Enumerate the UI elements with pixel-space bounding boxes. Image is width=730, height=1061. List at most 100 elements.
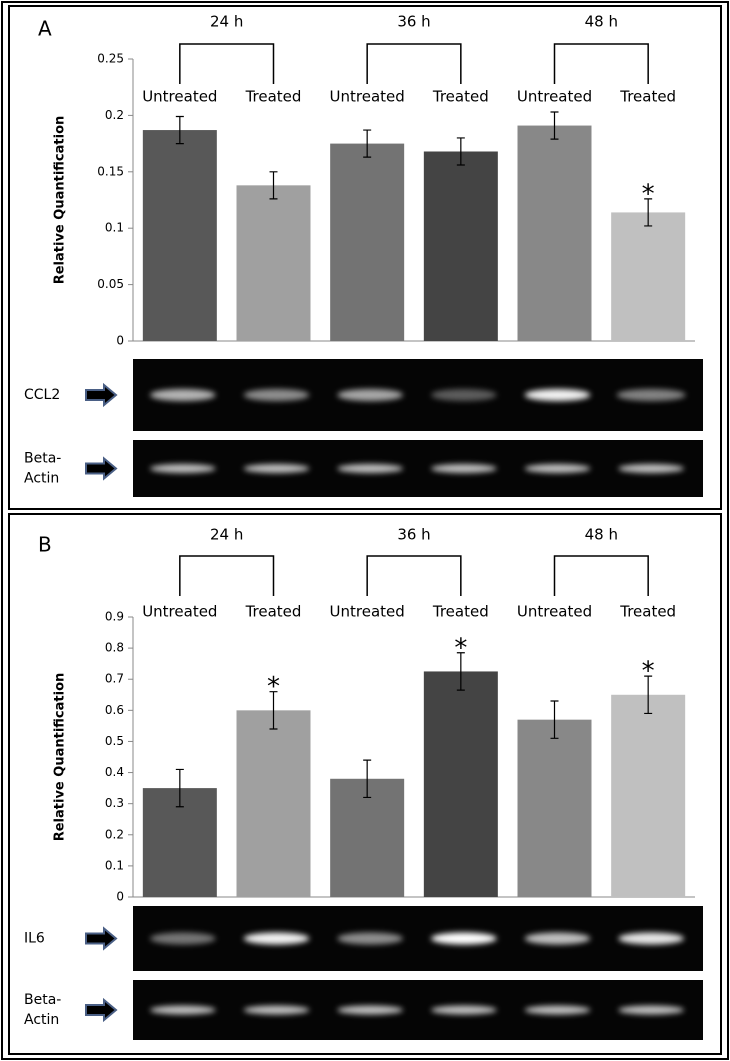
gel-band — [431, 389, 497, 401]
y-tick-label: 0.6 — [105, 703, 124, 717]
significance-label: * — [454, 633, 467, 663]
category-label: Treated — [432, 603, 489, 621]
y-tick-label: 0.9 — [105, 610, 124, 624]
error-bar — [550, 700, 559, 739]
bar — [236, 185, 311, 341]
gel-band — [337, 932, 403, 945]
arrow — [85, 997, 118, 1023]
bar — [330, 143, 405, 341]
gel-band — [337, 464, 403, 473]
gel-band — [524, 1005, 591, 1015]
category-label: Untreated — [330, 88, 405, 106]
y-tick-label: 0.25 — [97, 52, 124, 66]
gel-image — [133, 906, 703, 971]
gel-label: CCL2 — [24, 387, 60, 403]
panel-label: B — [38, 533, 52, 557]
y-tick-label: 0.7 — [105, 672, 124, 686]
bar — [611, 694, 686, 897]
y-axis-label: Relative Quantification — [53, 673, 68, 842]
error-bar — [456, 137, 465, 166]
gel-band — [524, 932, 591, 945]
y-tick-label: 0.5 — [105, 734, 124, 748]
y-tick-label: 0.3 — [105, 796, 124, 810]
y-tick-label: 0.1 — [105, 858, 124, 872]
y-tick-label: 0.4 — [105, 765, 124, 779]
group-label: 24 h — [210, 13, 243, 31]
category-label: Untreated — [142, 88, 217, 106]
y-tick-label: 0.2 — [105, 827, 124, 841]
gel-band — [618, 932, 684, 945]
group-bracket — [179, 43, 275, 84]
gel-image — [133, 359, 703, 431]
arrow — [85, 926, 118, 951]
y-tick-label: 0.15 — [97, 164, 124, 178]
gel-label: Actin — [24, 471, 59, 487]
error-bar — [644, 675, 653, 715]
gel-image — [133, 980, 703, 1040]
error-bar — [175, 768, 184, 808]
y-tick-label: 0.2 — [105, 108, 124, 122]
group-label: 36 h — [397, 526, 430, 544]
significance-label: * — [267, 672, 280, 702]
gel-band — [243, 1005, 310, 1015]
bar — [142, 130, 217, 341]
gel-band — [243, 464, 310, 473]
error-bar — [550, 111, 559, 140]
y-tick-label: 0 — [116, 890, 124, 904]
category-label: Untreated — [517, 88, 592, 106]
gel-label: Beta- — [24, 992, 61, 1008]
error-bar — [175, 115, 184, 145]
bar — [236, 710, 311, 897]
gel-band — [524, 464, 591, 473]
y-tick-label: 0.05 — [97, 277, 124, 291]
gel-band — [618, 1005, 684, 1015]
bar — [423, 671, 498, 897]
error-bar — [363, 129, 372, 158]
error-bar — [456, 652, 465, 691]
category-label: Treated — [432, 88, 489, 106]
significance-label: * — [642, 657, 655, 687]
gel-band — [431, 1005, 497, 1015]
gel-label: Actin — [24, 1012, 59, 1028]
bar — [517, 719, 592, 897]
error-bar — [269, 691, 278, 730]
gel-band — [618, 464, 684, 473]
group-bracket — [179, 555, 275, 596]
bar — [330, 778, 405, 897]
error-bar — [363, 759, 372, 799]
group-bracket — [553, 555, 649, 596]
group-bracket — [553, 43, 649, 84]
category-label: Treated — [619, 603, 676, 621]
gel-band — [524, 389, 591, 401]
y-tick-label: 0.1 — [105, 221, 124, 235]
gel-band — [431, 932, 497, 945]
category-label: Untreated — [517, 603, 592, 621]
category-label: Treated — [619, 88, 676, 106]
category-label: Treated — [245, 603, 302, 621]
bar — [517, 125, 592, 341]
panel-border — [8, 513, 722, 1055]
arrow — [85, 382, 118, 408]
category-label: Treated — [245, 88, 302, 106]
gel-label: IL6 — [24, 931, 45, 947]
y-axis-label: Relative Quantification — [53, 116, 68, 285]
group-label: 36 h — [397, 13, 430, 31]
panel-border — [8, 5, 722, 510]
gel-band — [337, 389, 403, 401]
gel-band — [150, 464, 216, 473]
gel-label: Beta- — [24, 451, 61, 467]
arrow — [85, 456, 118, 481]
group-label: 48 h — [585, 526, 618, 544]
group-label: 48 h — [585, 13, 618, 31]
gel-band — [150, 1005, 216, 1015]
error-bar — [644, 198, 653, 227]
gel-band — [616, 389, 686, 401]
gel-band — [150, 932, 216, 945]
category-label: Untreated — [330, 603, 405, 621]
group-bracket — [366, 555, 462, 596]
gel-band — [431, 464, 497, 473]
significance-label: * — [642, 179, 655, 209]
error-bar — [269, 171, 278, 200]
